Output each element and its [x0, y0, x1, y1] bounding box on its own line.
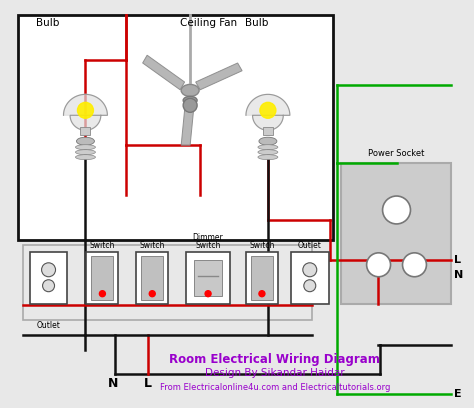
Circle shape: [260, 102, 276, 118]
Circle shape: [402, 253, 427, 277]
Text: Power Socket: Power Socket: [368, 149, 425, 158]
Bar: [91, 256, 113, 299]
Bar: [246, 252, 278, 304]
Ellipse shape: [75, 150, 95, 155]
Bar: [18, 15, 333, 240]
Text: Room Electrical Wiring Diagram: Room Electrical Wiring Diagram: [169, 353, 380, 366]
Circle shape: [303, 263, 317, 277]
Text: Ceiling Fan: Ceiling Fan: [180, 18, 237, 28]
Text: Switch: Switch: [139, 241, 165, 250]
Text: N: N: [108, 377, 118, 390]
Text: Outlet: Outlet: [298, 241, 322, 250]
Text: L: L: [144, 377, 152, 390]
Ellipse shape: [258, 155, 278, 160]
Polygon shape: [196, 63, 242, 90]
Polygon shape: [181, 100, 195, 145]
Text: N: N: [455, 270, 464, 280]
Bar: [341, 163, 451, 304]
Bar: [263, 127, 273, 135]
Text: E: E: [455, 389, 462, 399]
Text: Switch: Switch: [195, 241, 221, 250]
Ellipse shape: [258, 145, 278, 150]
Circle shape: [42, 263, 55, 277]
Bar: [29, 252, 67, 304]
Bar: [251, 256, 273, 299]
Ellipse shape: [76, 137, 94, 145]
Text: Bulb: Bulb: [245, 18, 268, 28]
Text: Bulb: Bulb: [36, 18, 59, 28]
Circle shape: [149, 291, 155, 297]
Text: Switch: Switch: [90, 241, 115, 250]
Circle shape: [43, 280, 55, 292]
Circle shape: [304, 280, 316, 292]
Circle shape: [100, 291, 105, 297]
Bar: [23, 245, 312, 319]
Bar: [86, 252, 118, 304]
Text: L: L: [455, 255, 461, 265]
Circle shape: [366, 253, 391, 277]
Ellipse shape: [181, 84, 199, 96]
Text: From Electricalonline4u.com and Electricaltutorials.org: From Electricalonline4u.com and Electric…: [160, 383, 390, 392]
Bar: [194, 260, 222, 296]
Circle shape: [259, 291, 265, 297]
Text: Dimmer: Dimmer: [193, 233, 223, 242]
Circle shape: [205, 291, 211, 297]
Polygon shape: [143, 55, 184, 90]
Text: Switch: Switch: [249, 241, 274, 250]
Circle shape: [183, 98, 197, 112]
Text: Design By Sikandar Haidar: Design By Sikandar Haidar: [205, 368, 345, 379]
Circle shape: [77, 102, 93, 118]
Bar: [81, 127, 91, 135]
Ellipse shape: [75, 155, 95, 160]
Bar: [137, 252, 168, 304]
Text: Outlet: Outlet: [36, 321, 61, 330]
Ellipse shape: [259, 137, 277, 145]
Polygon shape: [246, 94, 290, 130]
Bar: [141, 256, 163, 299]
Circle shape: [383, 196, 410, 224]
Ellipse shape: [183, 96, 197, 104]
Polygon shape: [64, 94, 108, 130]
Bar: [186, 252, 230, 304]
Ellipse shape: [75, 145, 95, 150]
Ellipse shape: [258, 150, 278, 155]
Bar: [291, 252, 329, 304]
